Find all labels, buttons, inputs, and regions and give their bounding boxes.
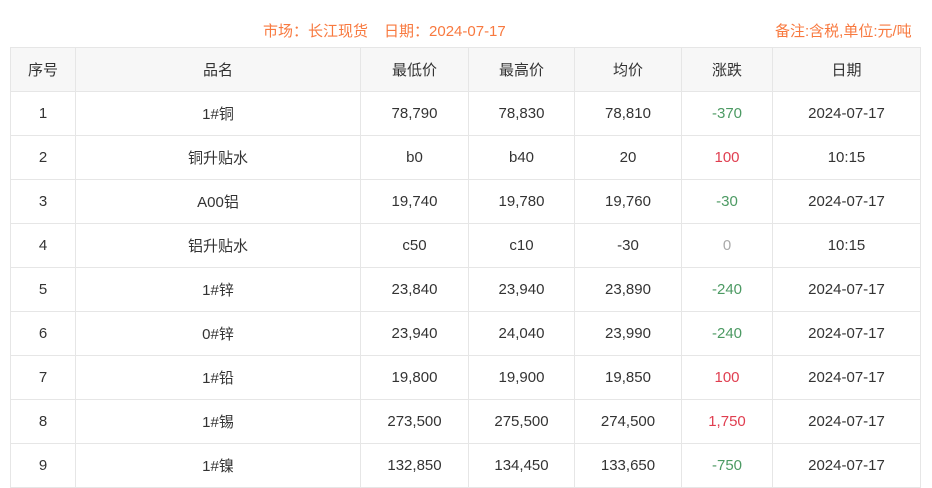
cell-high-price: 134,450 xyxy=(468,443,575,488)
cell-low-price: 23,840 xyxy=(360,267,469,312)
topbar: 市场：长江现货 日期：2024-07-17 备注:含税,单位:元/吨 xyxy=(0,0,932,48)
cell-avg-price: 19,760 xyxy=(574,179,682,224)
cell-date: 10:15 xyxy=(772,223,921,268)
remark-label: 备注:含税,单位:元/吨 xyxy=(775,23,912,40)
col-header-date: 日期 xyxy=(772,47,921,92)
cell-low-price: c50 xyxy=(360,223,469,268)
cell-avg-price: 19,850 xyxy=(574,355,682,400)
cell-product-name: 1#锡 xyxy=(75,399,361,444)
cell-index: 6 xyxy=(10,311,76,356)
table-row: 8 1#锡 273,500 275,500 274,500 1,750 2024… xyxy=(10,399,921,444)
market-date-label: 市场：长江现货 日期：2024-07-17 xyxy=(263,20,506,41)
cell-high-price: 23,940 xyxy=(468,267,575,312)
cell-index: 2 xyxy=(10,135,76,180)
table-row: 2 铜升贴水 b0 b40 20 100 10:15 xyxy=(10,135,921,180)
cell-change: -30 xyxy=(681,179,773,224)
cell-change: 1,750 xyxy=(681,399,773,444)
cell-index: 1 xyxy=(10,91,76,136)
cell-change: 100 xyxy=(681,355,773,400)
cell-change: 100 xyxy=(681,135,773,180)
cell-product-name: 铝升贴水 xyxy=(75,223,361,268)
cell-high-price: c10 xyxy=(468,223,575,268)
cell-change: 0 xyxy=(681,223,773,268)
header-row: 序号 品名 最低价 最高价 均价 涨跌 日期 xyxy=(10,47,921,92)
cell-date: 2024-07-17 xyxy=(772,311,921,356)
cell-high-price: 24,040 xyxy=(468,311,575,356)
cell-index: 4 xyxy=(10,223,76,268)
cell-high-price: 78,830 xyxy=(468,91,575,136)
cell-date: 2024-07-17 xyxy=(772,355,921,400)
cell-product-name: 1#锌 xyxy=(75,267,361,312)
cell-index: 8 xyxy=(10,399,76,444)
cell-high-price: 19,900 xyxy=(468,355,575,400)
cell-product-name: 铜升贴水 xyxy=(75,135,361,180)
market-label: 市场：长江现货 xyxy=(263,23,369,40)
cell-avg-price: -30 xyxy=(574,223,682,268)
cell-low-price: 19,740 xyxy=(360,179,469,224)
cell-low-price: 78,790 xyxy=(360,91,469,136)
cell-date: 2024-07-17 xyxy=(772,399,921,444)
cell-low-price: 19,800 xyxy=(360,355,469,400)
cell-date: 2024-07-17 xyxy=(772,179,921,224)
cell-index: 5 xyxy=(10,267,76,312)
cell-index: 9 xyxy=(10,443,76,488)
col-header-avg-price: 均价 xyxy=(574,47,682,92)
table-row: 1 1#铜 78,790 78,830 78,810 -370 2024-07-… xyxy=(10,91,921,136)
cell-date: 2024-07-17 xyxy=(772,267,921,312)
cell-avg-price: 133,650 xyxy=(574,443,682,488)
table-row: 6 0#锌 23,940 24,040 23,990 -240 2024-07-… xyxy=(10,311,921,356)
price-table: 序号 品名 最低价 最高价 均价 涨跌 日期 1 1#铜 78,790 78,8… xyxy=(10,47,921,488)
date-label: 日期：2024-07-17 xyxy=(384,23,506,40)
cell-avg-price: 20 xyxy=(574,135,682,180)
cell-date: 2024-07-17 xyxy=(772,443,921,488)
cell-high-price: b40 xyxy=(468,135,575,180)
cell-index: 7 xyxy=(10,355,76,400)
price-table-header: 序号 品名 最低价 最高价 均价 涨跌 日期 xyxy=(10,47,921,92)
cell-change: -240 xyxy=(681,267,773,312)
col-header-product: 品名 xyxy=(75,47,361,92)
col-header-low-price: 最低价 xyxy=(360,47,469,92)
table-row: 9 1#镍 132,850 134,450 133,650 -750 2024-… xyxy=(10,443,921,488)
cell-low-price: 132,850 xyxy=(360,443,469,488)
table-row: 4 铝升贴水 c50 c10 -30 0 10:15 xyxy=(10,223,921,268)
table-row: 5 1#锌 23,840 23,940 23,890 -240 2024-07-… xyxy=(10,267,921,312)
cell-product-name: 1#镍 xyxy=(75,443,361,488)
cell-change: -750 xyxy=(681,443,773,488)
cell-date: 2024-07-17 xyxy=(772,91,921,136)
cell-date: 10:15 xyxy=(772,135,921,180)
table-row: 3 A00铝 19,740 19,780 19,760 -30 2024-07-… xyxy=(10,179,921,224)
col-header-index: 序号 xyxy=(10,47,76,92)
table-row: 7 1#铅 19,800 19,900 19,850 100 2024-07-1… xyxy=(10,355,921,400)
cell-avg-price: 78,810 xyxy=(574,91,682,136)
cell-product-name: A00铝 xyxy=(75,179,361,224)
cell-change: -240 xyxy=(681,311,773,356)
cell-high-price: 275,500 xyxy=(468,399,575,444)
cell-avg-price: 23,990 xyxy=(574,311,682,356)
cell-avg-price: 23,890 xyxy=(574,267,682,312)
cell-low-price: 23,940 xyxy=(360,311,469,356)
cell-low-price: b0 xyxy=(360,135,469,180)
col-header-change: 涨跌 xyxy=(681,47,773,92)
col-header-high-price: 最高价 xyxy=(468,47,575,92)
cell-change: -370 xyxy=(681,91,773,136)
cell-index: 3 xyxy=(10,179,76,224)
cell-product-name: 1#铅 xyxy=(75,355,361,400)
cell-product-name: 1#铜 xyxy=(75,91,361,136)
cell-low-price: 273,500 xyxy=(360,399,469,444)
cell-avg-price: 274,500 xyxy=(574,399,682,444)
price-table-body: 1 1#铜 78,790 78,830 78,810 -370 2024-07-… xyxy=(10,91,921,488)
cell-product-name: 0#锌 xyxy=(75,311,361,356)
cell-high-price: 19,780 xyxy=(468,179,575,224)
